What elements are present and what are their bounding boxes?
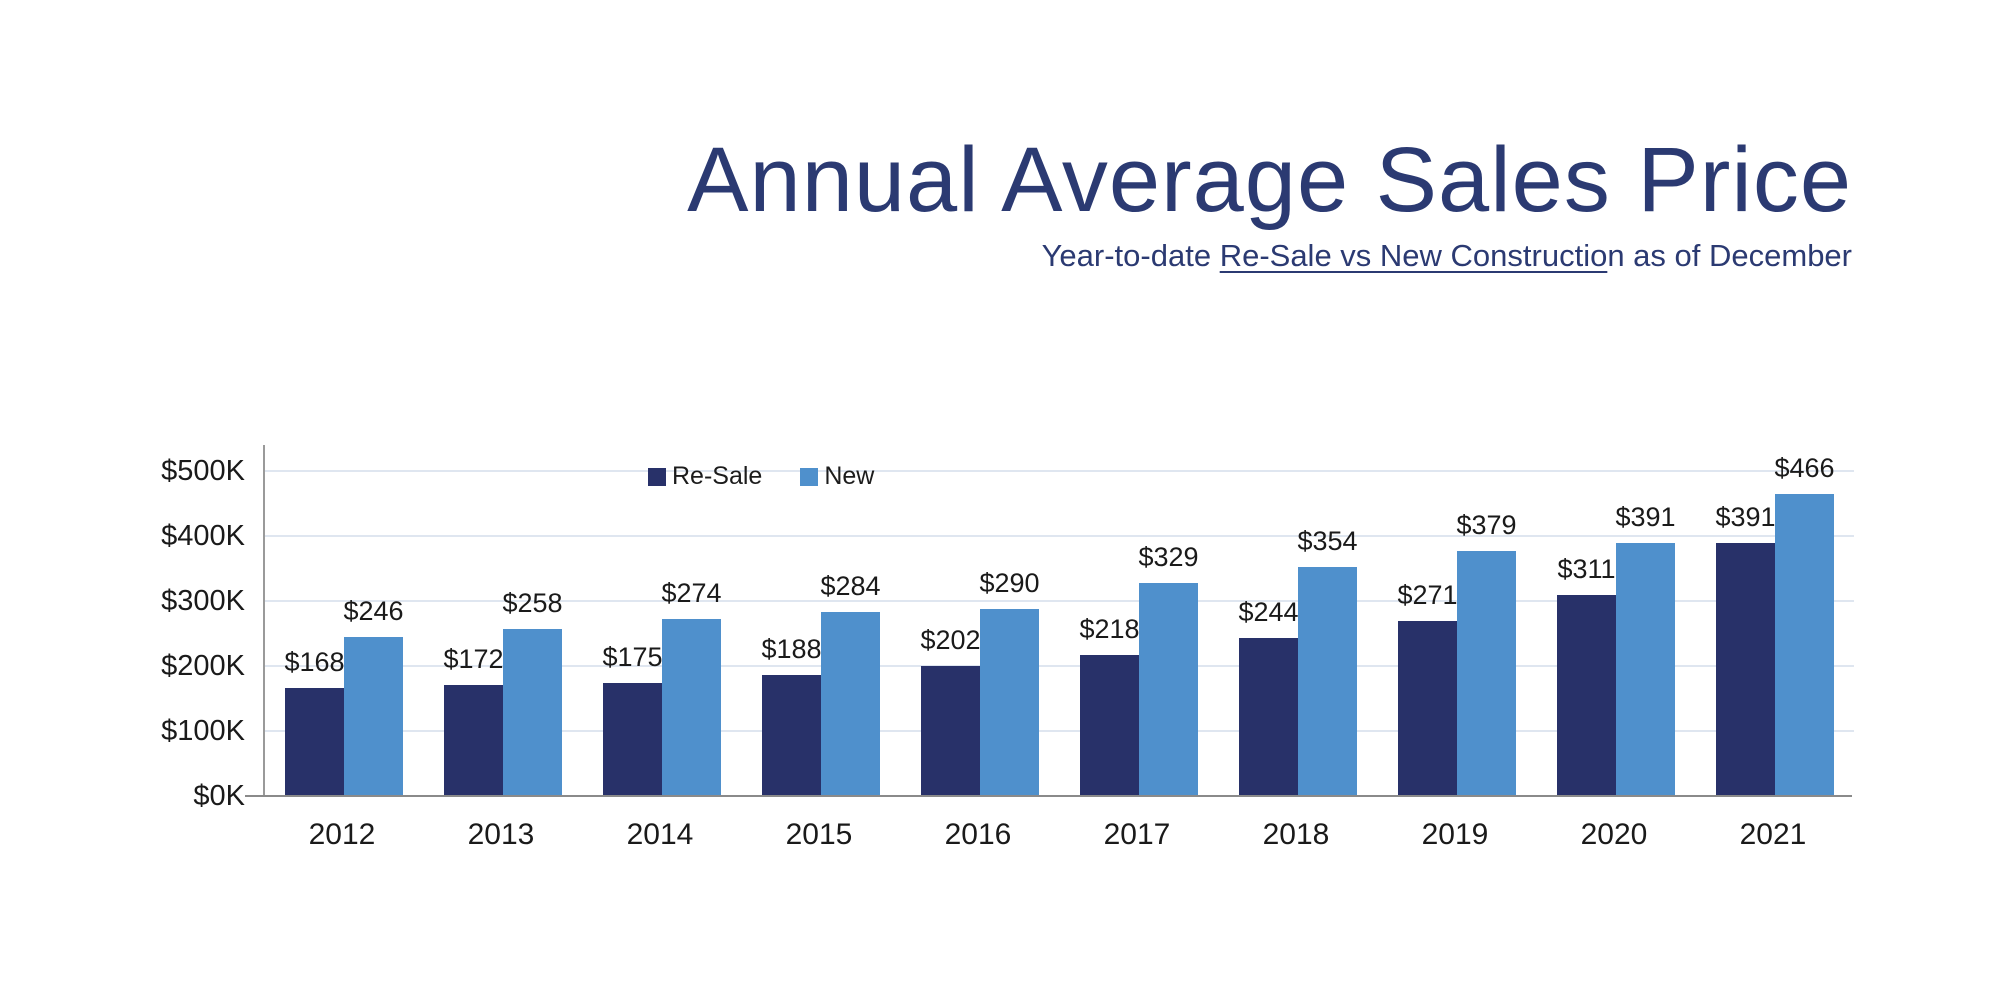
bar-resale-2017 [1080,655,1139,797]
value-label-new-2012: $246 [343,596,404,627]
bar-new-2021 [1775,494,1834,797]
bar-group-2017: $218 $329 [1079,445,1199,797]
x-tick-label-2019: 2019 [1421,818,1489,851]
value-label-resale-2019: $271 [1397,579,1458,610]
bar-group-2019: $271 $379 [1397,445,1517,797]
bar-resale-2012 [285,687,344,797]
gridline-400k [265,535,1854,537]
gridline-500k [265,470,1854,472]
value-label-resale-2017: $218 [1079,614,1140,645]
bar-resale-2016 [921,665,980,797]
bar-new-2019 [1457,550,1516,797]
y-tick-label: $200K [161,650,245,682]
bar-resale-2018 [1239,638,1298,797]
x-tick-label-2016: 2016 [944,818,1012,851]
bar-new-2020 [1616,542,1675,797]
legend-swatch-new [800,467,819,486]
y-tick-label: $0K [193,780,245,812]
subtitle-suffix: n as of December [1607,238,1852,273]
bar-new-2018 [1298,566,1357,797]
bar-resale-2014 [603,683,662,797]
bar-new-2015 [821,612,880,797]
bar-resale-2019 [1398,620,1457,797]
bar-new-2014 [662,618,721,797]
page-title: Annual Average Sales Price [687,129,1852,231]
x-axis-line [245,795,1852,797]
bar-group-2020: $311 $391 [1557,445,1676,797]
bar-new-2012 [344,637,403,797]
value-label-new-2021: $466 [1774,453,1835,484]
value-label-new-2020: $391 [1615,501,1676,532]
bar-group-2015: $188 $284 [761,445,881,797]
value-label-resale-2014: $175 [602,642,663,673]
x-tick-label-2018: 2018 [1262,818,1330,851]
bar-group-2014: $175 $274 [602,445,722,797]
y-tick-label: $500K [161,455,245,487]
value-label-new-2013: $258 [502,588,563,619]
bar-group-2012: $168 $246 [284,445,404,797]
value-label-resale-2020: $311 [1557,553,1616,584]
bar-resale-2013 [444,685,503,797]
plot-area: $168 $246 $172 $258 $175 $274 $188 $284 $202 $290… [263,445,1854,797]
legend-label-new: New [824,462,875,490]
value-label-resale-2018: $244 [1238,597,1299,628]
bar-group-2013: $172 $258 [443,445,563,797]
chart-legend: Re-Sale New [648,462,874,491]
value-label-new-2019: $379 [1456,509,1517,540]
value-label-resale-2013: $172 [443,644,504,675]
gridline-200k [265,665,1854,667]
bar-resale-2015 [762,674,821,797]
x-tick-label-2014: 2014 [626,818,694,851]
value-label-resale-2012: $168 [284,646,345,677]
value-label-resale-2015: $188 [761,633,822,664]
subtitle-underlined-text: Re-Sale vs New Constructio [1219,238,1608,273]
gridline-100k [265,730,1854,732]
bar-group-2016: $202 $290 [920,445,1040,797]
subtitle-prefix: Year-to-date [1041,238,1220,273]
legend-swatch-resale [648,467,666,486]
bar-group-2018: $244 $354 [1238,445,1358,797]
y-tick-label: $100K [161,715,245,747]
x-tick-label-2012: 2012 [308,818,376,851]
x-tick-label-2015: 2015 [785,818,853,851]
value-label-resale-2016: $202 [920,624,981,655]
bar-new-2017 [1139,583,1198,797]
bar-new-2013 [503,629,562,797]
value-label-new-2016: $290 [979,567,1040,598]
gridline-300k [265,600,1854,602]
y-tick-label: $400K [161,520,245,552]
x-tick-label-2013: 2013 [467,818,535,851]
bar-resale-2020 [1557,594,1616,797]
page-subtitle: Year-to-date Re-Sale vs New Construction… [0,238,1852,274]
value-label-new-2018: $354 [1297,525,1358,556]
y-tick-label: $300K [161,585,245,617]
legend-label-resale: Re-Sale [672,462,763,490]
x-tick-label-2020: 2020 [1580,818,1648,851]
bar-new-2016 [980,608,1039,797]
value-label-new-2017: $329 [1138,542,1199,573]
x-tick-label-2017: 2017 [1103,818,1171,851]
bar-group-2021: $391 $466 [1715,445,1835,797]
value-label-new-2014: $274 [661,577,722,608]
value-label-new-2015: $284 [820,571,881,602]
x-tick-label-2021: 2021 [1739,818,1807,851]
bar-resale-2021 [1716,542,1775,797]
value-label-resale-2021: $391 [1715,501,1776,532]
